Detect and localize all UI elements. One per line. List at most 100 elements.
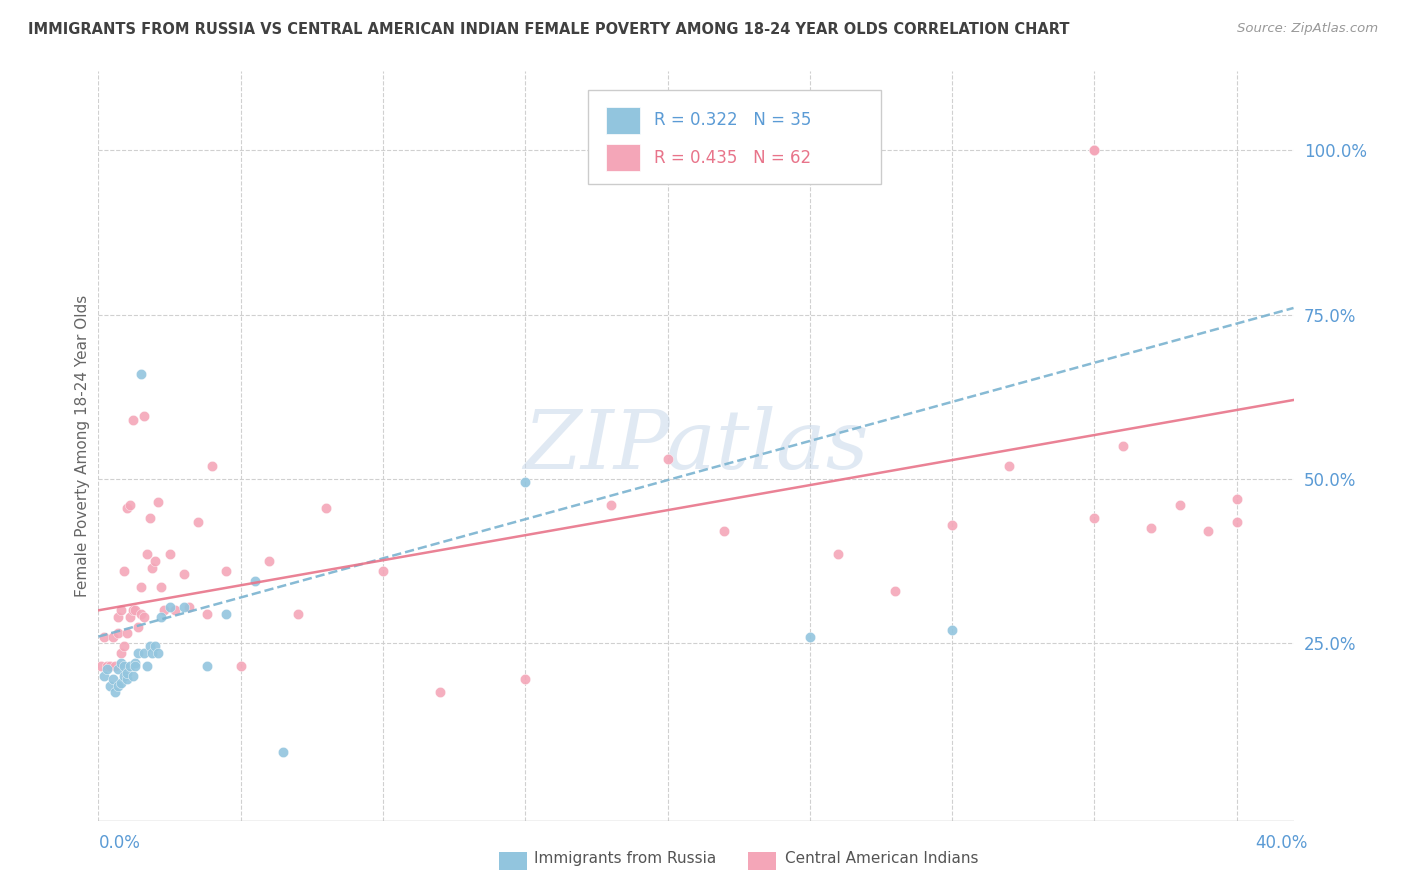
Point [153, 603, 176, 617]
Point [118, 498, 141, 512]
Point [243, 574, 266, 588]
Point [110, 656, 132, 670]
Point [101, 673, 124, 687]
Text: Central American Indians: Central American Indians [785, 851, 979, 865]
Point [112, 640, 135, 654]
Point [121, 669, 143, 683]
Point [195, 659, 218, 673]
Point [98, 679, 121, 693]
Point [215, 564, 238, 578]
Point [138, 640, 160, 654]
Point [96, 663, 118, 677]
Point [124, 659, 146, 673]
Point [115, 673, 138, 687]
Point [195, 607, 218, 621]
Point [115, 501, 138, 516]
Point [121, 603, 143, 617]
Point [121, 413, 143, 427]
Text: 40.0%: 40.0% [1256, 834, 1308, 852]
Point [1083, 511, 1105, 525]
Point [104, 659, 127, 673]
FancyBboxPatch shape [589, 90, 882, 184]
Point [941, 623, 963, 637]
Point [165, 603, 187, 617]
Point [941, 517, 963, 532]
Point [129, 367, 152, 381]
Point [135, 659, 157, 673]
Point [127, 620, 149, 634]
Point [1226, 515, 1249, 529]
Point [110, 603, 132, 617]
Point [179, 600, 201, 615]
Point [124, 603, 146, 617]
Point [148, 646, 170, 660]
Point [371, 564, 394, 578]
Point [107, 610, 129, 624]
Point [110, 646, 132, 660]
Point [110, 675, 132, 690]
Text: IMMIGRANTS FROM RUSSIA VS CENTRAL AMERICAN INDIAN FEMALE POVERTY AMONG 18-24 YEA: IMMIGRANTS FROM RUSSIA VS CENTRAL AMERIC… [28, 22, 1070, 37]
Point [112, 564, 135, 578]
Text: R = 0.435   N = 62: R = 0.435 N = 62 [654, 149, 811, 167]
Point [93, 669, 115, 683]
Point [127, 646, 149, 660]
Point [273, 745, 295, 759]
Point [657, 452, 679, 467]
Bar [606, 144, 640, 171]
Point [998, 458, 1021, 473]
Point [104, 685, 127, 699]
Text: ZIPatlas: ZIPatlas [523, 406, 869, 486]
Point [799, 630, 821, 644]
Point [129, 580, 152, 594]
Point [141, 646, 163, 660]
Text: R = 0.322   N = 35: R = 0.322 N = 35 [654, 112, 811, 129]
Point [101, 630, 124, 644]
Point [1168, 498, 1191, 512]
Point [1197, 524, 1219, 539]
Point [148, 495, 170, 509]
Text: Source: ZipAtlas.com: Source: ZipAtlas.com [1237, 22, 1378, 36]
Point [1226, 491, 1249, 506]
Point [229, 659, 252, 673]
Point [1140, 521, 1163, 535]
Point [98, 659, 121, 673]
Point [124, 656, 146, 670]
Point [713, 524, 735, 539]
Point [132, 409, 155, 424]
Point [515, 673, 537, 687]
Point [429, 685, 451, 699]
Point [1083, 143, 1105, 157]
Point [132, 610, 155, 624]
Y-axis label: Female Poverty Among 18-24 Year Olds: Female Poverty Among 18-24 Year Olds [75, 295, 90, 597]
Point [107, 679, 129, 693]
Point [173, 600, 195, 615]
Point [141, 560, 163, 574]
Point [515, 475, 537, 490]
Bar [606, 106, 640, 134]
Point [135, 548, 157, 562]
Point [115, 626, 138, 640]
Point [257, 554, 280, 568]
Point [215, 607, 238, 621]
Point [115, 665, 138, 680]
Point [159, 600, 181, 615]
Point [90, 659, 112, 673]
Point [129, 607, 152, 621]
Text: Immigrants from Russia: Immigrants from Russia [534, 851, 717, 865]
Point [96, 659, 118, 673]
Point [112, 659, 135, 673]
Point [315, 501, 337, 516]
Point [1112, 439, 1135, 453]
Point [201, 458, 224, 473]
Point [884, 583, 907, 598]
Point [187, 515, 209, 529]
Point [107, 626, 129, 640]
Text: 0.0%: 0.0% [98, 834, 141, 852]
Point [112, 669, 135, 683]
Point [143, 640, 166, 654]
Point [107, 663, 129, 677]
Point [599, 498, 621, 512]
Point [138, 511, 160, 525]
Point [1083, 143, 1105, 157]
Point [143, 554, 166, 568]
